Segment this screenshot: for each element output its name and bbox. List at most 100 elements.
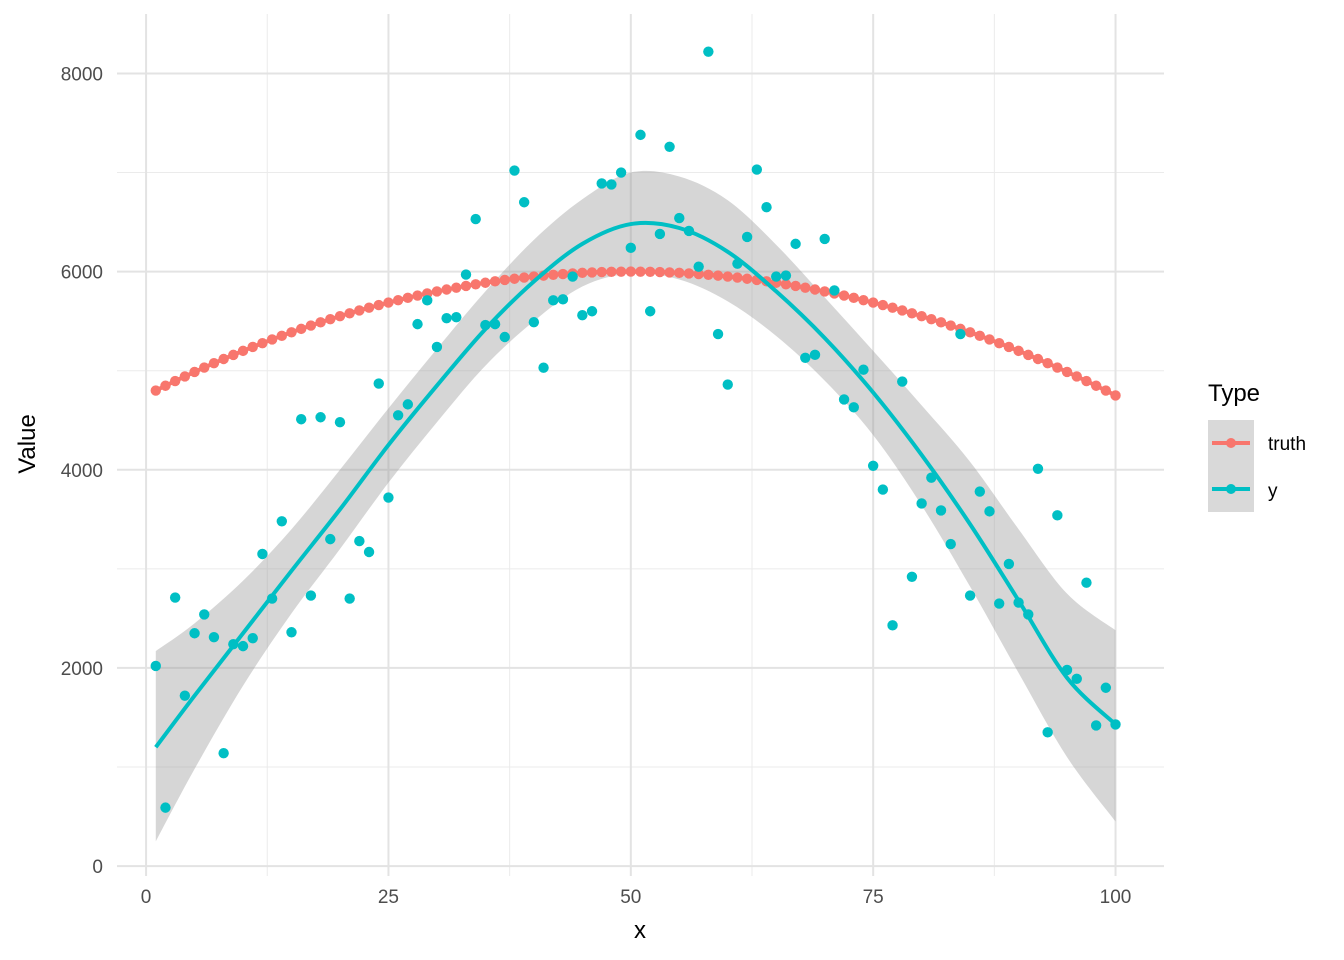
- y-point: [625, 242, 637, 254]
- y-point: [819, 233, 830, 245]
- y-point: [528, 316, 540, 328]
- truth-point: [305, 320, 317, 331]
- truth-point: [199, 362, 210, 373]
- truth-point: [916, 310, 927, 322]
- y-point: [809, 349, 821, 361]
- truth-point: [644, 266, 656, 278]
- truth-point: [741, 273, 753, 284]
- y-point: [189, 628, 200, 639]
- y-point: [373, 378, 384, 389]
- y-point: [916, 498, 927, 509]
- y-point: [218, 747, 229, 759]
- y-point: [470, 213, 481, 225]
- y-point: [325, 533, 336, 545]
- smooth-fit-curve: [154, 220, 1117, 749]
- major-gridlines: [117, 14, 1164, 876]
- y-tick-label: 4000: [61, 461, 103, 482]
- truth-point: [1090, 380, 1102, 391]
- y-point: [964, 590, 976, 601]
- truth-point: [819, 286, 830, 297]
- y-point: [567, 271, 578, 282]
- truth-point: [325, 314, 336, 325]
- truth-point: [402, 292, 414, 304]
- truth-point: [683, 268, 695, 279]
- y-point: [771, 271, 782, 282]
- y-point: [1090, 720, 1102, 731]
- y-point: [441, 312, 452, 324]
- truth-point: [315, 317, 326, 328]
- truth-point: [557, 268, 569, 280]
- y-point: [402, 399, 414, 410]
- truth-point: [460, 280, 472, 292]
- truth-point: [906, 308, 918, 319]
- y-point: [295, 414, 307, 425]
- x-tick-label: 100: [1100, 887, 1132, 908]
- y-point: [1032, 463, 1044, 474]
- truth-point: [208, 358, 220, 369]
- y-point: [460, 269, 472, 280]
- truth-point: [1042, 358, 1053, 369]
- y-point: [935, 505, 947, 516]
- truth-point: [169, 375, 181, 387]
- truth-point: [732, 272, 743, 283]
- y-tick-label: 6000: [61, 263, 103, 284]
- truth-point: [412, 290, 423, 301]
- truth-point: [993, 337, 1005, 349]
- y-point: [674, 212, 685, 224]
- truth-point: [431, 286, 443, 297]
- truth-point: [1110, 390, 1121, 401]
- y-point: [993, 598, 1005, 609]
- truth-point: [606, 266, 617, 278]
- y-point: [286, 627, 297, 638]
- y-point: [761, 202, 772, 213]
- y-point: [800, 352, 811, 364]
- truth-point: [160, 380, 171, 391]
- truth-point: [1013, 345, 1024, 357]
- y-point: [741, 231, 753, 243]
- truth-point: [470, 279, 481, 290]
- y-point: [548, 295, 559, 306]
- x-tick-label: 50: [620, 887, 641, 908]
- y-point: [451, 311, 462, 323]
- y-point: [1081, 577, 1092, 588]
- truth-point: [480, 277, 491, 288]
- y-point: [712, 328, 724, 340]
- y-point: [237, 640, 249, 652]
- legend: Type truth y: [1208, 380, 1306, 512]
- truth-point: [266, 334, 278, 345]
- y-point: [538, 362, 549, 373]
- y-point: [257, 548, 268, 560]
- truth-point: [1003, 341, 1015, 353]
- y-point: [906, 571, 918, 582]
- truth-point: [800, 282, 811, 293]
- truth-point: [1052, 362, 1063, 373]
- y-point: [334, 417, 346, 428]
- truth-point: [499, 274, 510, 286]
- legend-key-truth-point: [1226, 438, 1236, 448]
- truth-point: [237, 345, 249, 357]
- smooth-fit-line: [154, 220, 1117, 749]
- truth-point: [179, 371, 191, 382]
- truth-point: [518, 272, 530, 283]
- y-point: [984, 506, 995, 517]
- y-point: [160, 802, 171, 813]
- truth-point: [354, 305, 365, 316]
- y-point: [179, 690, 191, 701]
- y-tick-label: 2000: [61, 659, 103, 680]
- truth-point: [189, 366, 200, 378]
- truth-point: [334, 310, 346, 322]
- y-point: [305, 590, 317, 601]
- truth-point: [295, 323, 307, 335]
- truth-point: [625, 266, 637, 277]
- truth-point: [703, 269, 714, 280]
- y-point: [596, 178, 607, 189]
- truth-point: [848, 292, 859, 304]
- truth-point: [935, 317, 947, 328]
- truth-point: [509, 273, 520, 284]
- y-point: [276, 516, 288, 527]
- y-point: [635, 129, 646, 141]
- truth-point: [722, 271, 733, 282]
- y-point: [955, 328, 966, 340]
- truth-point: [392, 294, 404, 306]
- y-point: [499, 331, 510, 343]
